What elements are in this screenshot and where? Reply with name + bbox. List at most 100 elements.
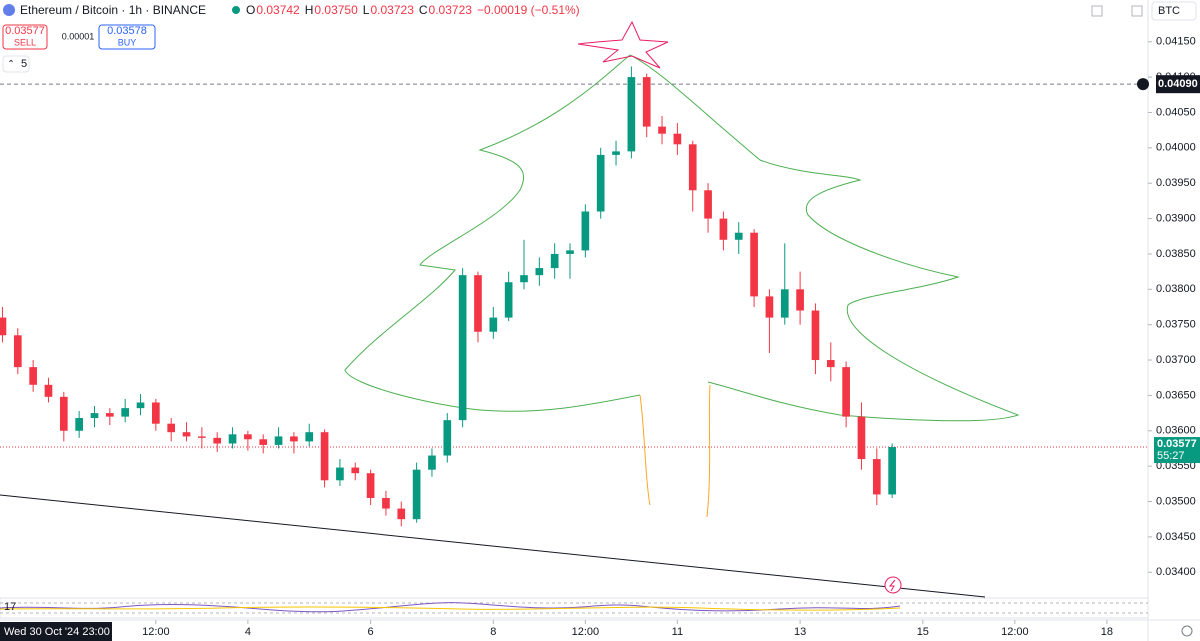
- ohlc-key: H: [305, 3, 314, 17]
- last-price-box: [1154, 437, 1200, 464]
- alert-bolt: [888, 579, 896, 592]
- indicator-label: 17: [4, 601, 16, 613]
- y-tick-label: 0.03450: [1156, 531, 1196, 543]
- candle-body: [719, 218, 728, 240]
- candle-body: [167, 423, 176, 433]
- x-tick-label: 18: [1101, 626, 1113, 638]
- market-status: [232, 6, 240, 14]
- y-tick-label: 0.04000: [1156, 142, 1196, 154]
- y-tick-label: 0.03700: [1156, 354, 1196, 366]
- currency-button[interactable]: [1151, 1, 1197, 21]
- candle-body: [90, 413, 99, 419]
- candle-body: [213, 437, 222, 444]
- x-tick-label: 11: [672, 626, 683, 638]
- y-tick-label: 0.03500: [1156, 495, 1196, 507]
- spread: 0.00001: [62, 31, 95, 41]
- last-price: 0.03577: [1157, 438, 1197, 450]
- x-tick-label: 15: [917, 626, 929, 638]
- ohlc: O 0.03742 H 0.03750 L 0.03723 C 0.03723 −0.00019…: [246, 3, 580, 17]
- candle-body: [0, 317, 7, 336]
- candle-body: [44, 384, 53, 397]
- ohlc-key: O: [246, 3, 255, 17]
- crosshair-price: 0.04090: [1158, 78, 1198, 90]
- indicator-pane: 17: [0, 597, 1149, 619]
- candle-body: [75, 418, 83, 431]
- candle-body: [504, 282, 513, 318]
- candle-body: [382, 497, 390, 509]
- candle-body: [397, 508, 406, 520]
- currency: BTC: [1158, 5, 1180, 17]
- trunk-drawing: [639, 384, 711, 518]
- candle-body: [228, 434, 237, 444]
- y-tick-label: 0.03550: [1156, 460, 1196, 472]
- maximize-icon[interactable]: [1131, 5, 1143, 17]
- x-tick-label: 12:00: [572, 626, 600, 638]
- buy-price: 0.03578: [107, 25, 147, 37]
- ohlc-value: 0.03750: [314, 3, 358, 17]
- indicators-toggle[interactable]: [2, 55, 30, 73]
- candle-body: [688, 144, 697, 191]
- candle-body: [489, 317, 498, 332]
- star-drawing: [577, 20, 669, 69]
- candle-body: [136, 402, 145, 409]
- candle-body: [550, 253, 559, 269]
- candle-body: [673, 133, 682, 145]
- ohlc-key: L: [363, 3, 370, 17]
- y-tick-label: 0.03800: [1156, 283, 1196, 295]
- y-tick-label: 0.03650: [1156, 389, 1196, 401]
- candle-body: [366, 473, 375, 498]
- candle-body: [566, 250, 574, 254]
- y-tick-label: 0.03950: [1156, 177, 1196, 189]
- y-tick-label: 0.03600: [1156, 425, 1196, 437]
- candle-body: [182, 432, 191, 437]
- candle-body: [474, 275, 482, 332]
- candle-body: [581, 211, 590, 251]
- candle-body: [105, 413, 114, 417]
- candle-body: [336, 467, 344, 481]
- candle-body: [244, 434, 252, 440]
- candle-body: [658, 126, 666, 134]
- buy-label: BUY: [118, 37, 137, 47]
- symbol-icon: [3, 4, 15, 16]
- candle-body: [596, 154, 605, 212]
- layout-icon[interactable]: [1091, 5, 1103, 17]
- tree-drawing-left: [344, 54, 641, 412]
- candle-body: [612, 151, 620, 155]
- crosshair-price-box: [1156, 75, 1200, 94]
- candle-body: [642, 77, 651, 127]
- candle-body: [152, 402, 160, 424]
- buy-button[interactable]: [98, 24, 156, 50]
- ohlc-value: 0.03742: [256, 3, 300, 17]
- x-tick-label: 6: [368, 626, 374, 638]
- y-tick-label: 0.03900: [1156, 212, 1196, 224]
- sell-label: SELL: [14, 37, 36, 47]
- candle-body: [888, 447, 896, 495]
- y-tick-label: 0.03400: [1156, 566, 1196, 578]
- y-tick-label: 0.03750: [1156, 319, 1196, 331]
- settings-icon[interactable]: [1181, 625, 1193, 637]
- y-tick-label: 0.04050: [1156, 106, 1196, 118]
- alert-icon[interactable]: [884, 576, 902, 594]
- chevron: ⌃: [7, 58, 15, 68]
- sell-button[interactable]: [2, 24, 48, 50]
- candle-body: [259, 439, 268, 445]
- candle-body: [520, 275, 528, 283]
- indicators-count: 5: [21, 58, 27, 70]
- x-tick-label: 4: [245, 626, 251, 638]
- candle-body: [29, 367, 37, 385]
- ohlc-key: C: [419, 3, 428, 17]
- candle-body: [305, 432, 314, 442]
- candle-body: [872, 459, 881, 495]
- trend-line: [0, 494, 986, 598]
- tree-drawing-right: [629, 54, 1020, 422]
- candle-body: [796, 289, 804, 311]
- x-tick-label: 12:00: [1001, 626, 1029, 638]
- x-tick-label: 12:00: [142, 626, 170, 638]
- symbol-title: Ethereum / Bitcoin · 1h · BINANCE: [20, 3, 206, 17]
- crosshair-add: [1137, 78, 1149, 91]
- candle-body: [13, 335, 22, 368]
- candle-body: [351, 467, 360, 474]
- crosshair-time: Wed 30 Oct '24 23:00: [4, 626, 110, 638]
